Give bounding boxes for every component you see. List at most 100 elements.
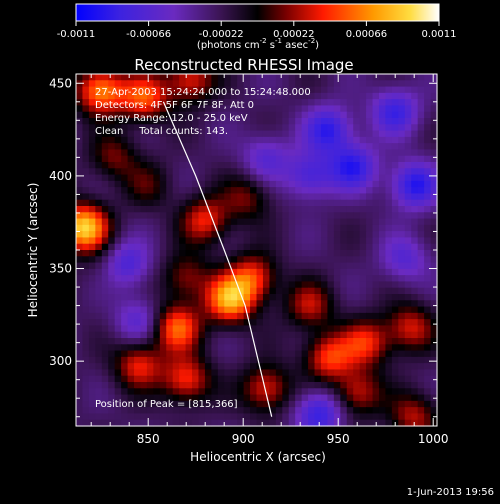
heatmap-cell: [308, 237, 316, 245]
heatmap-cell: [237, 256, 245, 264]
heatmap-cell: [159, 281, 167, 289]
heatmap-cell: [366, 262, 374, 270]
heatmap-cell: [211, 130, 219, 138]
heatmap-cell: [378, 407, 387, 415]
heatmap-cell: [95, 394, 103, 402]
heatmap-cell: [404, 375, 412, 383]
heatmap-cell: [282, 174, 290, 182]
heatmap-cell: [275, 363, 283, 371]
heatmap-cell: [204, 268, 212, 276]
heatmap-cell: [308, 256, 316, 264]
heatmap-cell: [179, 338, 187, 345]
heatmap-cell: [146, 243, 154, 251]
heatmap-cell: [159, 143, 167, 151]
heatmap-cell: [372, 130, 380, 138]
heatmap-cell: [198, 243, 206, 251]
heatmap-cell: [314, 268, 322, 276]
heatmap-cell: [282, 306, 290, 314]
heatmap-cell: [179, 319, 187, 327]
heatmap-cell: [391, 382, 399, 389]
heatmap-cell: [166, 306, 174, 314]
heatmap-cell: [82, 237, 90, 245]
heatmap-cell: [224, 74, 232, 81]
heatmap-cell: [153, 111, 161, 119]
heatmap-cell: [198, 319, 206, 327]
heatmap-cell: [108, 388, 116, 396]
heatmap-cell: [411, 407, 419, 415]
heatmap-cell: [378, 86, 387, 94]
heatmap-cell: [82, 281, 90, 289]
heatmap-cell: [146, 174, 154, 182]
heatmap-cell: [340, 105, 348, 113]
heatmap-cell: [327, 388, 335, 396]
heatmap-cell: [262, 199, 270, 207]
heatmap-cell: [166, 300, 174, 308]
heatmap-cell: [159, 80, 167, 88]
heatmap-cell: [385, 136, 393, 144]
heatmap-cell: [308, 388, 316, 396]
heatmap-cell: [404, 413, 412, 421]
heatmap-cell: [385, 281, 393, 289]
heatmap-cell: [146, 281, 154, 289]
heatmap-cell: [217, 224, 225, 232]
heatmap-cell: [217, 180, 225, 188]
heatmap-cell: [391, 388, 399, 396]
heatmap-cell: [127, 400, 135, 408]
heatmap-cell: [146, 105, 154, 113]
heatmap-cell: [192, 400, 200, 408]
heatmap-cell: [340, 294, 348, 301]
heatmap-cell: [275, 268, 283, 276]
heatmap-cell: [256, 400, 264, 408]
heatmap-cell: [346, 105, 354, 113]
heatmap-cell: [353, 306, 361, 314]
heatmap-cell: [398, 275, 406, 283]
heatmap-cell: [211, 111, 219, 119]
heatmap-cell: [192, 388, 200, 396]
heatmap-cell: [185, 212, 193, 220]
heatmap-cell: [275, 136, 283, 144]
heatmap-cell: [95, 162, 103, 169]
heatmap-cell: [411, 281, 419, 289]
heatmap-cell: [262, 369, 270, 377]
heatmap-cell: [340, 149, 348, 157]
heatmap-cell: [153, 407, 161, 415]
heatmap-cell: [385, 344, 393, 352]
heatmap-cell: [340, 256, 348, 264]
heatmap-cell: [172, 124, 180, 132]
heatmap-cell: [224, 118, 232, 125]
heatmap-cell: [88, 199, 96, 207]
heatmap-cell: [230, 193, 238, 201]
heatmap-cell: [172, 306, 180, 314]
heatmap-cell: [372, 407, 380, 415]
heatmap-cell: [301, 99, 309, 107]
heatmap-cell: [372, 224, 380, 232]
heatmap-cell: [378, 206, 387, 213]
heatmap-cell: [243, 155, 251, 163]
heatmap-cell: [411, 419, 419, 427]
heatmap-cell: [134, 187, 142, 195]
heatmap-cell: [166, 174, 174, 182]
heatmap-cell: [366, 80, 374, 88]
heatmap-cell: [101, 136, 109, 144]
heatmap-cell: [237, 369, 245, 377]
heatmap-cell: [391, 80, 399, 88]
heatmap-cell: [88, 212, 96, 220]
heatmap-cell: [82, 199, 90, 207]
heatmap-cell: [127, 375, 135, 383]
heatmap-cell: [269, 281, 277, 289]
heatmap-cell: [295, 268, 303, 276]
heatmap-cell: [366, 243, 374, 251]
heatmap-cell: [88, 105, 96, 113]
heatmap-cell: [198, 74, 206, 81]
heatmap-cell: [391, 99, 399, 107]
heatmap-cell: [153, 231, 161, 239]
heatmap-cell: [88, 413, 96, 421]
heatmap-cell: [88, 124, 96, 132]
heatmap-cell: [256, 388, 264, 396]
heatmap-cell: [398, 407, 406, 415]
heatmap-cell: [146, 275, 154, 283]
heatmap-cell: [424, 124, 432, 132]
heatmap-cell: [385, 237, 393, 245]
heatmap-cell: [179, 99, 187, 107]
heatmap-cell: [308, 155, 316, 163]
